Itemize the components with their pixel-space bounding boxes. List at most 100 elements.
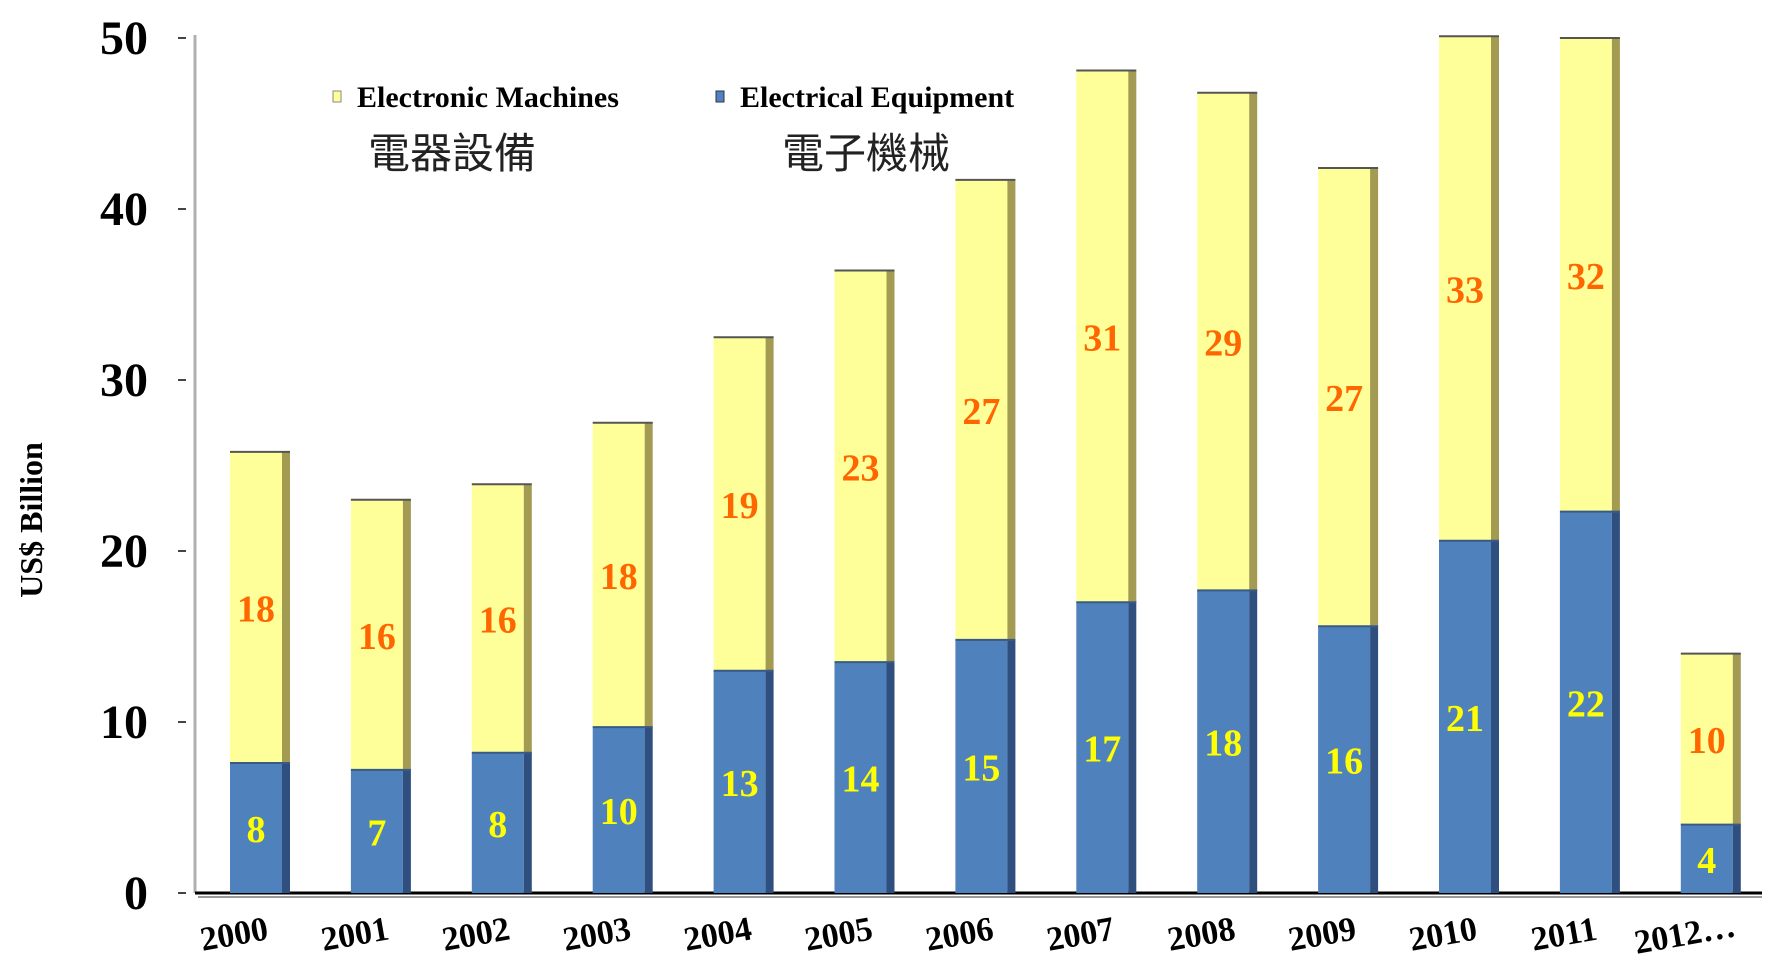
bar-side-electrical-equipment (1128, 602, 1137, 893)
x-tick-label: 2008 (1165, 911, 1238, 959)
bar-side-electrical-equipment (402, 769, 411, 893)
bar-side-electrical-equipment (1007, 639, 1016, 893)
bar-side-electronic-machines (282, 451, 290, 764)
x-tick-label: 2001 (318, 911, 391, 959)
data-label-electrical-equipment: 8 (247, 809, 266, 851)
x-tick-label: 2010 (1406, 911, 1479, 959)
bar-electrical-equipment (230, 763, 282, 893)
bar-electronic-machines (1439, 36, 1491, 541)
data-label-electrical-equipment: 14 (842, 759, 880, 801)
bar-side-electrical-equipment (1491, 540, 1499, 893)
data-label-electronic-machines: 18 (600, 556, 638, 598)
legend-swatch-electronic-machines (332, 90, 342, 103)
x-tick-label: 2006 (923, 911, 996, 959)
bar-side-electrical-equipment (1732, 824, 1741, 893)
x-tick-label: 2004 (681, 911, 754, 959)
bar-side-electronic-machines (1491, 36, 1499, 541)
bar-electrical-equipment (1076, 602, 1129, 893)
data-label-electronic-machines: 32 (1567, 256, 1605, 298)
bar-side-electrical-equipment (1249, 590, 1258, 893)
data-label-electronic-machines: 33 (1446, 270, 1484, 312)
data-label-electrical-equipment: 15 (962, 747, 1000, 789)
legend-sub-electronic-machines: 電器設備 (368, 129, 536, 178)
bar-electronic-machines (713, 337, 766, 671)
data-label-electronic-machines: 16 (358, 616, 396, 658)
bar-electronic-machines (350, 499, 403, 770)
data-label-electronic-machines: 29 (1204, 323, 1242, 365)
data-label-electrical-equipment: 17 (1083, 729, 1121, 771)
bar-side-electronic-machines (1370, 167, 1379, 627)
bar-electrical-equipment (713, 670, 766, 893)
x-tick-label: 2003 (560, 911, 633, 959)
bar-side-electronic-machines (523, 484, 532, 753)
y-tick-label: 40 (100, 183, 148, 236)
bar-electrical-equipment (350, 769, 403, 893)
bar-electronic-machines (230, 451, 282, 764)
x-tick-label: 2012… (1632, 908, 1739, 962)
data-label-electronic-machines: 18 (237, 588, 275, 630)
bar-electrical-equipment (834, 662, 887, 893)
x-tick-label: 2005 (802, 911, 875, 959)
data-label-electrical-equipment: 16 (1325, 741, 1363, 783)
data-label-electrical-equipment: 21 (1446, 698, 1484, 740)
bar-electrical-equipment (1439, 540, 1491, 893)
bar-electronic-machines (834, 270, 887, 663)
x-tick-label: 2000 (197, 911, 270, 959)
legend-sub-electrical-equipment: 電子機械 (782, 129, 950, 178)
bar-electronic-machines (1559, 38, 1612, 512)
y-axis-label: US$ Billion (13, 442, 49, 598)
data-label-electrical-equipment: 22 (1567, 683, 1605, 725)
y-tick-label: 10 (100, 696, 148, 749)
bar-side-electrical-equipment (523, 752, 532, 893)
legend-label-electrical-equipment: Electrical Equipment (740, 81, 1014, 114)
data-label-electronic-machines: 27 (962, 391, 1000, 433)
data-label-electronic-machines: 10 (1688, 720, 1726, 762)
data-label-electronic-machines: 16 (479, 600, 517, 642)
bar-side-electronic-machines (1007, 179, 1016, 640)
bar-electrical-equipment (1318, 626, 1371, 893)
bar-side-electrical-equipment (282, 763, 290, 893)
bar-side-electronic-machines (644, 422, 653, 728)
bar-side-electronic-machines (1732, 653, 1741, 825)
bar-side-electronic-machines (1128, 70, 1137, 603)
legend: Electronic Machines 電器設備 Electrical Equi… (332, 81, 1014, 178)
data-label-electrical-equipment: 7 (367, 812, 386, 854)
bar-side-electronic-machines (1611, 38, 1620, 512)
y-tick-label: 0 (124, 867, 148, 920)
data-label-electrical-equipment: 8 (488, 804, 507, 846)
bar-electronic-machines (955, 179, 1008, 640)
y-axis-ticks: 0 10 20 30 40 50 (100, 12, 186, 920)
bar-electrical-equipment (1680, 824, 1733, 893)
bar-side-electrical-equipment (644, 727, 653, 893)
data-label-electronic-machines: 23 (842, 447, 880, 489)
bar-side-electrical-equipment (1370, 626, 1379, 893)
x-tick-label: 2009 (1286, 911, 1359, 959)
bar-side-electronic-machines (402, 499, 411, 770)
data-label-electrical-equipment: 18 (1204, 723, 1242, 765)
legend-label-electronic-machines: Electronic Machines (357, 81, 619, 114)
y-tick-label: 50 (100, 12, 148, 65)
bar-electronic-machines (1680, 653, 1733, 825)
x-tick-label: 2011 (1528, 911, 1600, 959)
bar-electrical-equipment (955, 639, 1008, 893)
data-label-electronic-machines: 19 (721, 485, 759, 527)
y-tick-label: 30 (100, 354, 148, 407)
data-label-electrical-equipment: 4 (1697, 840, 1716, 882)
bar-electrical-equipment (1559, 511, 1612, 893)
bar-side-electronic-machines (1249, 92, 1258, 591)
bar-electronic-machines (1076, 70, 1129, 603)
data-label-electronic-machines: 27 (1325, 378, 1363, 420)
data-label-electrical-equipment: 13 (721, 763, 759, 805)
data-label-electronic-machines: 31 (1083, 317, 1121, 359)
bar-electronic-machines (1318, 167, 1371, 627)
y-tick-label: 20 (100, 525, 148, 578)
bars-group: 8 18 7 16 8 16 10 18 13 19 14 23 15 27 17 31 18 29 16 27 21 3… (230, 35, 1741, 893)
bar-electrical-equipment (592, 727, 645, 893)
bar-side-electronic-machines (765, 337, 774, 671)
bar-electronic-machines (471, 484, 524, 753)
x-axis-ticks: 2000 2001 2002 2003 2004 2005 2006 2007 2008 2009… (197, 908, 1738, 962)
bar-electronic-machines (592, 422, 645, 728)
bar-side-electrical-equipment (1611, 511, 1620, 893)
legend-swatch-electrical-equipment (715, 90, 725, 103)
